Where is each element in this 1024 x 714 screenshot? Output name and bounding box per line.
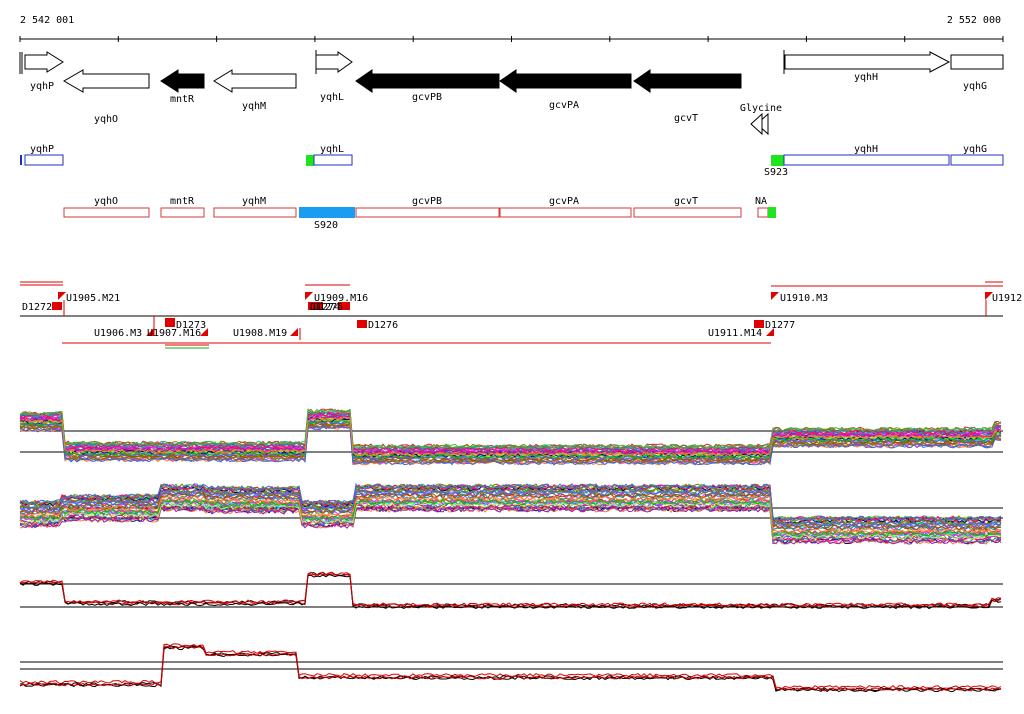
ruler-ticks <box>19 36 1004 42</box>
ruler-start-label: 2 542 001 <box>20 15 74 26</box>
expression-track-forward-summary <box>19 571 1003 610</box>
gene-arrow-yqhP[interactable] <box>24 51 64 73</box>
feature-D1276-marker[interactable] <box>357 320 367 328</box>
transcript-box-yqhG[interactable] <box>950 154 1004 166</box>
feature-U1908-M19: U1908.M19 <box>233 328 287 339</box>
feature-D1274: D1274 <box>310 302 340 313</box>
feature-U1910-M3: U1910.M3 <box>780 293 828 304</box>
segment-label-S920: S920 <box>314 220 338 231</box>
feature-U1907-M16: U1907.M16 <box>147 328 201 339</box>
transcript-box-NA[interactable] <box>757 207 769 218</box>
feature-D1273: D1273 <box>176 320 206 331</box>
transcript-label-NA: NA <box>755 196 767 207</box>
forward-transcripts: yqhP yqhL S923 yqhH yqhG <box>20 144 1004 178</box>
transcript-label-yqhO: yqhO <box>94 196 118 207</box>
transcript-box-yqhO[interactable] <box>63 207 150 218</box>
gene-label-yqhP: yqhP <box>30 81 54 92</box>
transcript-box-gcvPB[interactable] <box>355 207 500 218</box>
gene-label-mntR: mntR <box>170 94 195 105</box>
transcript-box-yqhP[interactable] <box>24 154 64 166</box>
ruler-end-label: 2 552 000 <box>947 15 1001 26</box>
feature-D1274-marker[interactable] <box>308 302 323 310</box>
feature-D1272: D1272 <box>22 302 52 313</box>
feature-D1272-marker[interactable] <box>52 302 62 310</box>
gene-arrow-yqhO[interactable] <box>63 69 150 93</box>
gene-label-yqhL: yqhL <box>320 92 344 103</box>
transcript-label-yqhL: yqhL <box>320 144 344 155</box>
transcript-box-yqhL[interactable] <box>313 154 353 166</box>
transcript-label-yqhH: yqhH <box>854 144 878 155</box>
gene-track: yqhP yqhO mntR yqhM yqhL gcvPB gcvPA gcv… <box>19 50 1004 136</box>
gene-arrow-gcvPB[interactable] <box>355 69 500 93</box>
feature-U1912: U1912 <box>992 293 1022 304</box>
transcript-box-yqhM[interactable] <box>213 207 297 218</box>
gene-arrow-gcvPA[interactable] <box>499 69 632 93</box>
segment-label-S923: S923 <box>764 167 788 178</box>
gene-label-yqhG: yqhG <box>963 81 987 92</box>
feature-D1275-marker[interactable] <box>338 302 350 310</box>
gene-label-yqhH: yqhH <box>854 72 878 83</box>
feature-D1275: D1275 <box>313 302 343 313</box>
expression-track-reverse-multi <box>19 482 1003 545</box>
feature-U1906-M3: U1906.M3 <box>94 328 142 339</box>
transcript-label-gcvT: gcvT <box>674 196 698 207</box>
transcript-box-gcvPA[interactable] <box>499 207 632 218</box>
feature-U1911-M14: U1911.M14 <box>708 328 762 339</box>
transcript-box-gcvT[interactable] <box>633 207 742 218</box>
gene-arrow-yqhM[interactable] <box>213 69 297 93</box>
gene-label-gcvPB: gcvPB <box>412 92 442 103</box>
reverse-transcripts: yqhO mntR yqhM S920 gcvPB gcvPA gcvT NA <box>63 196 776 231</box>
transcript-box-mntR[interactable] <box>160 207 205 218</box>
transcript-label-mntR: mntR <box>170 196 195 207</box>
transcript-label-gcvPB: gcvPB <box>412 196 442 207</box>
riboswitch-label: Glycine <box>740 103 782 114</box>
transcript-label-gcvPA: gcvPA <box>549 196 579 207</box>
gene-label-yqhM: yqhM <box>242 101 266 112</box>
feature-track: D1272 U1905.M21 U1909.M16 D1274 D1275 U1… <box>20 281 1022 349</box>
feature-D1273-marker[interactable] <box>165 318 175 327</box>
gene-arrow-gcvT[interactable] <box>633 69 742 93</box>
expression-track-reverse-summary <box>19 643 1003 693</box>
transcript-label-yqhG: yqhG <box>963 144 987 155</box>
gene-label-gcvPA: gcvPA <box>549 100 579 111</box>
feature-U1905-M21: U1905.M21 <box>66 293 120 304</box>
segment-S920[interactable] <box>299 207 355 218</box>
gene-label-yqhO: yqhO <box>94 114 118 125</box>
gene-arrow-yqhL[interactable] <box>315 51 353 73</box>
gene-arrow-mntR[interactable] <box>160 69 205 93</box>
gene-arrow-yqhH[interactable] <box>784 51 951 73</box>
transcript-label-yqhP: yqhP <box>30 144 54 155</box>
gene-label-gcvT: gcvT <box>674 113 698 124</box>
feature-D1277-marker[interactable] <box>754 320 764 328</box>
expression-track-forward-multi <box>19 408 1003 466</box>
transcript-box-yqhH[interactable] <box>783 154 950 166</box>
feature-U1909-M16: U1909.M16 <box>314 293 368 304</box>
gene-box-yqhG[interactable] <box>950 54 1004 70</box>
ruler: 2 542 001 2 552 000 <box>19 15 1004 42</box>
transcript-label-yqhM: yqhM <box>242 196 266 207</box>
feature-D1277: D1277 <box>765 320 795 331</box>
feature-D1276: D1276 <box>368 320 398 331</box>
